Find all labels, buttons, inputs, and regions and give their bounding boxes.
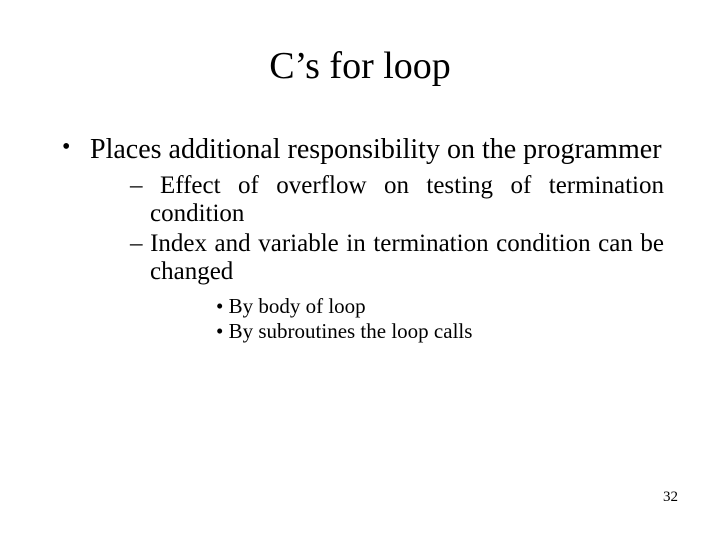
- bullet-text: – Index and variable in termination cond…: [130, 230, 664, 285]
- list-item: – Effect of overflow on testing of termi…: [90, 172, 664, 228]
- list-item: – Index and variable in termination cond…: [90, 230, 664, 344]
- page-number: 32: [663, 489, 678, 506]
- bullet-list-level2: – Effect of overflow on testing of termi…: [90, 172, 664, 344]
- list-item: • By subroutines the loop calls: [150, 319, 664, 344]
- bullet-text: Places additional responsibility on the …: [90, 134, 662, 165]
- list-item: Places additional responsibility on the …: [56, 134, 664, 344]
- bullet-list-level3: • By body of loop • By subroutines the l…: [150, 294, 664, 344]
- bullet-list-level1: Places additional responsibility on the …: [56, 134, 664, 344]
- list-item: • By body of loop: [150, 294, 664, 319]
- slide-title: C’s for loop: [56, 44, 664, 88]
